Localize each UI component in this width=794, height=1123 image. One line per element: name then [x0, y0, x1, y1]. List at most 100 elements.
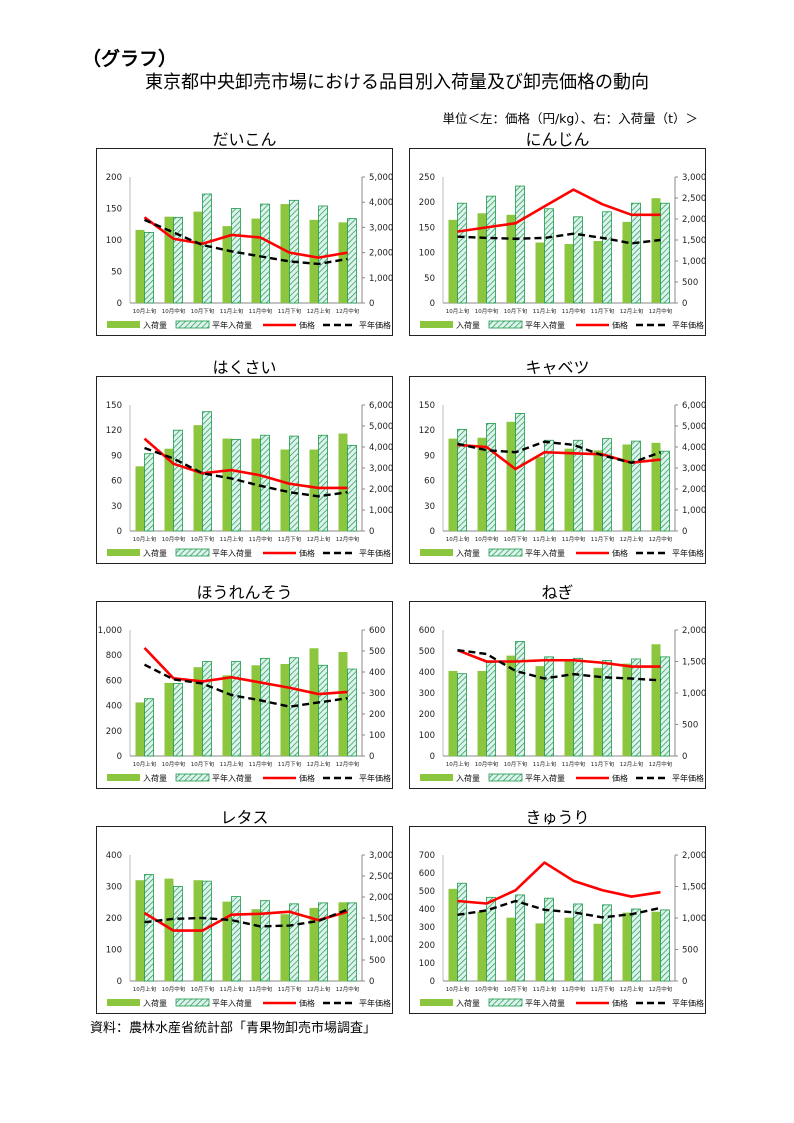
bar-volume [622, 663, 632, 756]
bar-avg-volume [318, 664, 328, 757]
bar-volume [622, 444, 632, 531]
legend-swatch-avg-volume [488, 548, 523, 557]
bar-volume [477, 670, 487, 756]
legend-label-volume: 入荷量 [456, 998, 480, 1008]
bar-volume [309, 449, 319, 531]
bar-avg-volume [457, 882, 467, 982]
x-tick-label: 12月上旬 [307, 760, 331, 768]
legend-label-price: 価格 [612, 320, 628, 330]
left-tick-label: 30 [111, 502, 122, 512]
right-tick-label: 100 [369, 731, 385, 741]
right-tick-label: 1,000 [682, 914, 706, 924]
bar-avg-volume [602, 660, 612, 757]
line-avg-price [457, 899, 661, 919]
right-tick-label: 3,000 [369, 464, 393, 474]
right-tick-label: 600 [369, 626, 385, 636]
x-tick-label: 11月中旬 [562, 985, 586, 993]
left-tick-label: 1,000 [98, 626, 122, 636]
line-avg-price [144, 218, 348, 266]
bar-avg-volume [347, 668, 357, 757]
bar-avg-volume [544, 208, 554, 304]
bar-volume [535, 666, 545, 756]
bar-avg-volume [573, 439, 583, 532]
line-price [457, 188, 661, 233]
bar-avg-volume [231, 661, 241, 757]
bar-avg-volume [260, 203, 270, 304]
x-tick-label: 11月下旬 [591, 307, 615, 315]
bar-avg-volume [173, 886, 183, 982]
left-tick-label: 120 [419, 426, 435, 436]
x-tick-label: 12月上旬 [620, 760, 644, 768]
left-tick-label: 400 [419, 905, 435, 915]
bar-volume [338, 652, 348, 756]
bar-volume [593, 923, 603, 981]
bar-avg-volume [573, 216, 583, 304]
bar-volume [477, 437, 487, 531]
left-tick-label: 600 [419, 626, 435, 636]
bar-volume [251, 218, 261, 303]
legend-swatch-volume [107, 321, 140, 328]
x-tick-label: 11月中旬 [562, 535, 586, 543]
line-avg-price [457, 648, 661, 682]
x-tick-label: 10月下旬 [191, 760, 215, 768]
x-tick-label: 11月中旬 [562, 307, 586, 315]
bar-volume [651, 911, 661, 981]
bar-avg-volume [660, 656, 670, 757]
bar-volume [135, 229, 145, 303]
bar-avg-volume [515, 413, 525, 532]
x-tick-label: 12月中旬 [649, 985, 673, 993]
x-tick-label: 10月中旬 [162, 985, 186, 993]
left-tick-label: 0 [117, 752, 122, 762]
right-tick-label: 6,000 [369, 401, 393, 411]
right-tick-label: 1,000 [682, 257, 706, 267]
bar-avg-volume [260, 434, 270, 532]
left-tick-label: 50 [111, 268, 122, 278]
bar-avg-volume [486, 896, 496, 982]
legend-label-avg-volume: 平年入荷量 [525, 548, 565, 558]
legend-label-price: 価格 [612, 773, 628, 783]
right-tick-label: 1,000 [369, 274, 393, 284]
chart-5: 0 200 400 600 800 1,000 0 100 200 300 400 500 600 10月… [96, 601, 393, 789]
graph-section-label: （グラフ） [82, 48, 178, 70]
right-tick-label: 1,500 [682, 658, 706, 668]
bar-avg-volume [573, 657, 583, 757]
left-tick-label: 0 [117, 977, 122, 987]
x-tick-label: 10月中旬 [475, 535, 499, 543]
right-tick-label: 2,000 [682, 215, 706, 225]
legend-swatch-avg-volume [175, 773, 210, 782]
left-tick-label: 90 [424, 451, 435, 461]
legend-label-avg-price: 平年価格 [359, 548, 391, 558]
chart-4: 0 30 60 90 120 150 0 1,000 2,000 3,000 4,000 5,000 6… [409, 376, 706, 564]
legend-swatch-volume [420, 321, 453, 328]
x-tick-label: 10月下旬 [191, 307, 215, 315]
bar-volume [338, 222, 348, 303]
legend-swatch-volume [107, 549, 140, 556]
x-tick-label: 12月中旬 [336, 307, 360, 315]
legend-label-avg-price: 平年価格 [359, 320, 391, 330]
right-tick-label: 500 [369, 956, 385, 966]
right-tick-label: 0 [682, 299, 687, 309]
bar-volume [338, 433, 348, 531]
x-tick-label: 12月上旬 [620, 307, 644, 315]
bar-volume [193, 211, 203, 303]
left-tick-label: 200 [106, 914, 122, 924]
bar-avg-volume [231, 208, 241, 304]
bar-avg-volume [202, 193, 212, 304]
bar-volume [477, 213, 487, 303]
right-tick-label: 2,000 [682, 851, 706, 861]
bar-avg-volume [457, 673, 467, 757]
x-tick-label: 11月上旬 [533, 307, 557, 315]
right-tick-label: 3,000 [369, 223, 393, 233]
x-tick-label: 10月上旬 [133, 307, 157, 315]
right-tick-label: 6,000 [682, 401, 706, 411]
x-tick-label: 12月上旬 [307, 535, 331, 543]
bar-avg-volume [486, 423, 496, 532]
bar-avg-volume [660, 909, 670, 982]
bar-volume [448, 888, 458, 981]
chart-7: 0 100 200 300 400 0 500 1,000 1,500 2,000 2,500 3,0… [96, 826, 393, 1014]
bar-avg-volume [631, 908, 641, 982]
bar-avg-volume [144, 453, 154, 532]
bar-volume [593, 450, 603, 531]
left-tick-label: 200 [419, 198, 435, 208]
